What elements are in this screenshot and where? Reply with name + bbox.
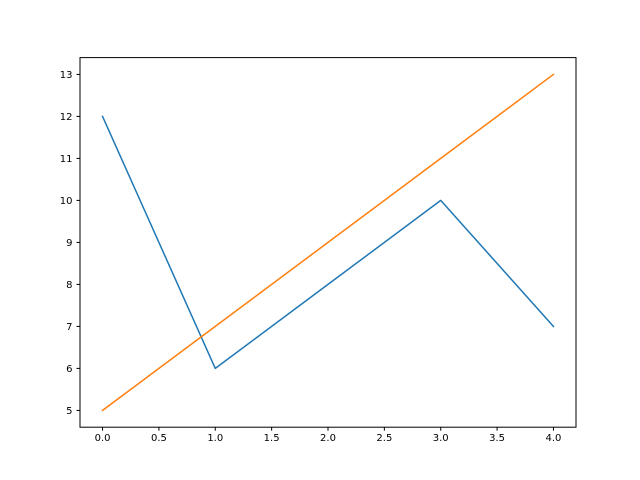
x-tick-label: 1.5 [264,433,280,444]
x-tick-label: 0.0 [95,433,111,444]
y-tick-label: 13 [60,70,73,81]
x-tick-label: 0.5 [151,433,167,444]
y-tick-label: 5 [66,406,72,417]
y-tick-label: 8 [66,280,72,291]
y-tick-label: 12 [60,112,73,123]
x-tick-label: 1.0 [207,433,223,444]
x-tick-label: 4.0 [546,433,562,444]
x-tick-label: 2.5 [376,433,392,444]
y-tick-label: 9 [66,238,72,249]
y-tick-label: 11 [60,154,73,165]
line-series-2-orange [101,73,555,412]
y-tick-label: 6 [66,364,72,375]
line-series-1-blue [101,115,555,370]
x-tick-label: 3.0 [433,433,449,444]
y-tick-label: 10 [60,196,73,207]
x-tick-label: 3.5 [489,433,505,444]
y-tick-label: 7 [66,322,72,333]
x-tick-label: 2.0 [320,433,336,444]
